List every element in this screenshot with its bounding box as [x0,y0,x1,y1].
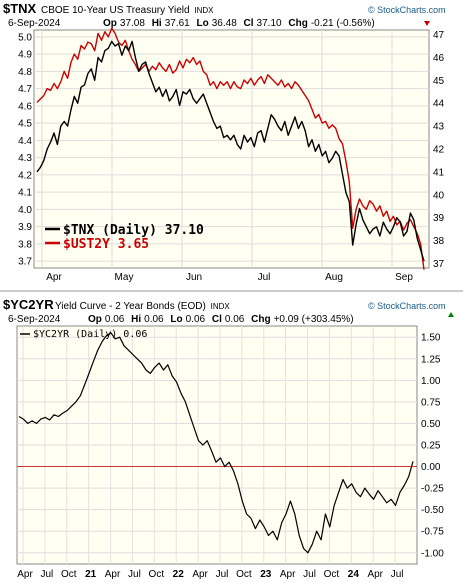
tnx-chart-panel: $TNX CBOE 10-Year US Treasury Yield INDX… [0,0,463,289]
yc2yr-right-tick-label: 0.75 [421,397,441,408]
yc2yr-right-tick-label: 1.00 [421,376,441,387]
tnx-right-tick-label: 45 [433,76,445,87]
tnx-right-tick-label: 40 [433,190,445,201]
yc2yr-x-tick-label: Jul [391,569,404,580]
yc2yr-x-tick-label: Oct [324,569,340,580]
yc2yr-up-arrow-icon [448,312,454,317]
tnx-left-tick-label: 3.8 [18,239,32,250]
tnx-legend-label: $TNX (Daily) 37.10 [63,223,204,238]
tnx-right-tick-label: 43 [433,122,445,133]
ust2y-series-line [36,27,425,270]
yc2yr-x-tick-label: Jul [40,569,53,580]
tnx-ohlc: Op 37.08 Hi 37.61 Lo 36.48 Cl 37.10 Chg -0.21… [103,18,375,29]
yc2yr-right-tick-label: 0.50 [421,419,441,430]
tnx-left-axis: 5.0 4.9 4.8 4.7 4.6 4.5 4.4 4.3 4.2 4.1 4.0 3.9 3.8 3… [18,32,32,267]
yc2yr-series-lines [18,332,414,554]
yc2yr-x-tick-label: Oct [61,569,77,580]
yc2yr-ohlc: Op 0.06 Hi 0.06 Lo 0.06 Cl 0.06 Chg +0.09 (+3… [88,314,354,325]
tnx-left-tick-label: 4.2 [18,170,32,181]
tnx-right-tick-label: 42 [433,145,445,156]
yc2yr-right-tick-label: -0.25 [421,484,444,495]
tnx-left-tick-label: 4.5 [18,119,32,130]
tnx-right-tick-label: 47 [433,30,445,41]
tnx-left-tick-label: 3.9 [18,222,32,233]
yc2yr-brand: © StockCharts.com [368,301,446,311]
yc2yr-series-line [18,332,414,554]
tnx-series-line [36,40,425,262]
yc2yr-x-tick-label: Oct [149,569,165,580]
tnx-legend: $TNX (Daily) 37.10 $UST2Y 3.65 [45,223,204,252]
tnx-left-tick-label: 4.6 [18,101,32,112]
yc2yr-chart-panel: $YC2YR Yield Curve - 2 Year Bonds (EOD) … [3,297,454,580]
yc2yr-legend-label: $YC2YR (Daily) 0.06 [33,329,147,340]
tnx-x-tick-label: Jul [258,272,271,283]
yc2yr-x-tick-label: 22 [173,569,185,580]
tnx-right-axis: 47 46 45 44 43 42 41 40 39 38 37 [433,30,445,270]
tnx-left-tick-label: 5.0 [18,32,32,43]
yc2yr-x-tick-label: Apr [105,569,121,580]
yc2yr-date: 6-Sep-2024 [8,314,61,325]
yc2yr-x-tick-label: Jul [128,569,141,580]
tnx-x-tick-label: Apr [46,272,62,283]
yc2yr-x-tick-label: 21 [85,569,97,580]
yc2yr-x-axis: Apr Jul Oct 21 Apr Jul Oct 22 Apr Jul Oct 23 Apr Jul O… [17,569,403,580]
tnx-right-tick-label: 38 [433,236,445,247]
yc2yr-right-tick-label: 1.25 [421,354,441,365]
tnx-x-tick-label: May [115,272,134,283]
yc2yr-right-tick-label: 0.25 [421,441,441,452]
tnx-left-tick-label: 4.9 [18,50,32,61]
tnx-x-tick-label: Jun [186,272,202,283]
tnx-series-lines [36,27,425,270]
tnx-x-tick-label: Sep [395,272,413,283]
yc2yr-x-tick-label: Apr [280,569,296,580]
yc2yr-x-tick-label: Apr [17,569,33,580]
yc2yr-right-tick-label: -1.00 [421,548,444,559]
yc2yr-right-tick-label: -0.50 [421,505,444,516]
tnx-plot-area [33,29,430,269]
yc2yr-title: Yield Curve - 2 Year Bonds (EOD) INDX [55,301,230,312]
yc2yr-x-tick-label: Jul [216,569,229,580]
tnx-left-tick-label: 4.8 [18,67,32,78]
tnx-left-tick-label: 3.7 [18,257,32,268]
tnx-brand: © StockCharts.com [368,5,446,15]
tnx-left-tick-label: 4.4 [18,136,32,147]
tnx-date: 6-Sep-2024 [8,18,61,29]
tnx-down-arrow-icon [424,21,430,26]
yc2yr-x-tick-label: 24 [348,569,360,580]
tnx-right-tick-label: 41 [433,167,445,178]
yc2yr-gridlines [17,326,417,564]
yc2yr-right-tick-label: -0.75 [421,527,444,538]
yc2yr-x-tick-label: Apr [192,569,208,580]
yc2yr-x-tick-label: Oct [236,569,252,580]
ust2y-legend-label: $UST2Y 3.65 [63,237,149,252]
tnx-x-axis: Apr May Jun Jul Aug Sep [46,272,413,283]
tnx-left-tick-label: 4.7 [18,84,32,95]
tnx-right-tick-label: 37 [433,259,445,270]
tnx-symbol: $TNX [3,1,37,16]
tnx-right-tick-label: 44 [433,99,445,110]
tnx-left-tick-label: 4.3 [18,153,32,164]
tnx-right-tick-label: 39 [433,213,445,224]
yc2yr-right-tick-label: 1.50 [421,333,441,344]
yc2yr-symbol: $YC2YR [3,297,54,312]
tnx-gridlines [34,30,429,268]
tnx-left-tick-label: 4.0 [18,205,32,216]
yc2yr-legend: $YC2YR (Daily) 0.06 [20,329,147,340]
tnx-title: CBOE 10-Year US Treasury Yield INDX [41,5,214,16]
yc2yr-right-tick-label: 0.00 [421,462,441,473]
tnx-left-tick-label: 4.1 [18,188,32,199]
tnx-right-tick-label: 46 [433,53,445,64]
yc2yr-x-tick-label: 23 [260,569,272,580]
yc2yr-x-tick-label: Jul [303,569,316,580]
yc2yr-x-tick-label: Apr [367,569,383,580]
yc2yr-right-axis: 1.50 1.25 1.00 0.75 0.50 0.25 0.00 -0.25 -0.50 -0… [421,333,444,560]
tnx-x-tick-label: Aug [325,272,343,283]
